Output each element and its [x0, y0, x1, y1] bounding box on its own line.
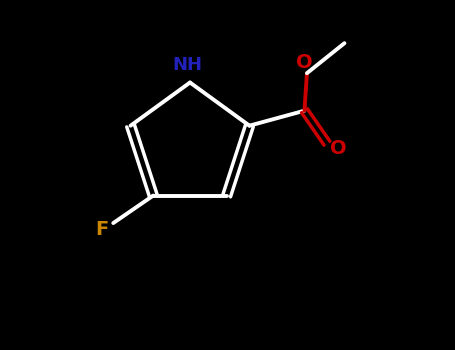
Text: O: O	[296, 53, 313, 72]
Text: F: F	[96, 219, 109, 239]
Text: O: O	[329, 139, 346, 158]
Text: NH: NH	[172, 56, 202, 74]
